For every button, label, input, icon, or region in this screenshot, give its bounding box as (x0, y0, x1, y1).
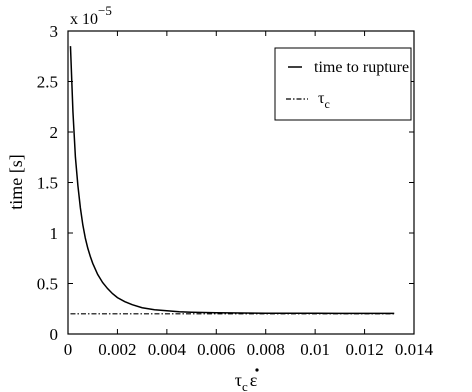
x-tick-label: 0.014 (395, 340, 434, 359)
y-tick-label: 2.5 (37, 73, 58, 92)
legend-box (274, 47, 412, 121)
y-multiplier: x 10−5 (70, 3, 112, 28)
y-tick-label: 2 (50, 123, 59, 142)
y-tick-label: 1 (50, 224, 59, 243)
x-axis-label-dot (255, 368, 259, 372)
y-tick-label: 0.5 (37, 275, 58, 294)
y-multiplier-base: x 10 (70, 11, 98, 28)
y-axis-label: time [s] (6, 154, 26, 210)
x-axis-ticks: 0 0.002 0.004 0.006 0.008 0.01 0.012 0.014 (64, 31, 434, 359)
x-axis-label-epsilon: ε (250, 370, 258, 390)
y-axis-ticks: 0 0.5 1 1.5 2 2.5 3 (37, 22, 414, 344)
x-tick-label: 0.002 (98, 340, 136, 359)
legend-label-tau-c: τc (318, 90, 330, 111)
x-axis-label: τc ε (235, 370, 258, 392)
x-tick-label: 0 (64, 340, 73, 359)
legend-label-time-to-rupture: time to rupture (314, 59, 409, 76)
x-axis-label-subscript: c (242, 379, 248, 392)
x-tick-label: 0.004 (148, 340, 187, 359)
y-multiplier-exponent: −5 (98, 3, 112, 18)
legend-label-tau: τ (318, 90, 325, 107)
x-tick-label: 0.01 (300, 340, 330, 359)
x-tick-label: 0.006 (197, 340, 235, 359)
y-tick-label: 0 (50, 325, 59, 344)
x-tick-label: 0.012 (345, 340, 383, 359)
legend-label-tau-subscript: c (324, 97, 329, 111)
x-axis-label-tau: τ (235, 370, 242, 390)
y-tick-label: 1.5 (37, 174, 58, 193)
series-time-to-rupture (69, 46, 395, 315)
x-tick-label: 0.008 (247, 340, 285, 359)
legend: time to rupture τc (274, 47, 412, 121)
series-layer (69, 46, 395, 315)
y-tick-label: 3 (50, 22, 59, 41)
